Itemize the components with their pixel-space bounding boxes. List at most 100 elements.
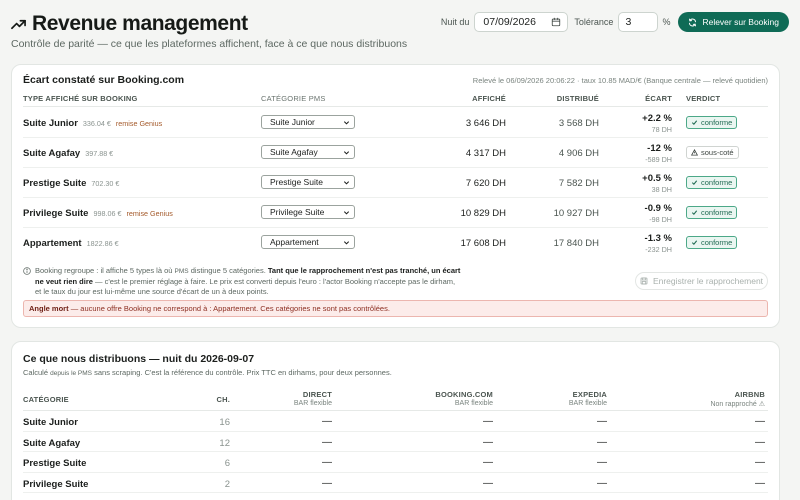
status-badge: conforme [686, 116, 738, 129]
check-icon [691, 210, 698, 216]
distributed-price: 17 840 DH [553, 238, 599, 249]
col-expedia-sub: BAR flexible [568, 400, 607, 407]
page-title: Revenue management [11, 12, 248, 36]
gap-percent: +0.5 % [642, 173, 672, 184]
gap-percent: -0.9 % [644, 203, 672, 214]
row-type: Prestige Suite [23, 178, 87, 189]
pms-category-value: Prestige Suite [270, 177, 323, 187]
pms-category-value: Suite Agafay [270, 147, 318, 157]
col-ecart: ÉCART [645, 94, 672, 103]
direct-price: — [322, 436, 332, 448]
save-matching-label: Enregistrer le rapprochement [652, 276, 764, 286]
pms-category-select[interactable]: Appartement [261, 235, 355, 249]
row-price-eur: 1822.86 € [86, 239, 119, 248]
expedia-price: — [597, 457, 607, 468]
gap-amount: 38 DH [651, 185, 672, 194]
note-text-c: — c'est le premier réglage à faire. Le p… [35, 277, 456, 296]
refresh-booking-button[interactable]: Relever sur Booking [678, 12, 789, 32]
pms-category-select[interactable]: Prestige Suite [261, 175, 355, 189]
col-categorie: CATÉGORIE [23, 395, 69, 404]
gap-percent: -12 % [647, 143, 672, 154]
info-icon [23, 267, 31, 275]
distribution-card-title: Ce que nous distribuons — nuit du 2026-0… [23, 353, 255, 365]
page-title-text: Revenue management [32, 12, 248, 35]
col-expedia: EXPEDIA [572, 390, 607, 399]
gap-percent: +2.2 % [642, 113, 672, 124]
verdict-label: sous-coté [701, 148, 734, 157]
verdict-label: conforme [701, 118, 733, 127]
status-badge: conforme [686, 206, 738, 219]
category-name: Suite Junior [23, 417, 78, 428]
refresh-booking-label: Relever sur Booking [702, 17, 779, 27]
airbnb-price: — [755, 436, 765, 448]
distributed-price: 10 927 DH [553, 208, 599, 219]
expedia-price: — [597, 416, 607, 427]
row-type: Privilege Suite [23, 208, 89, 219]
col-affiche: AFFICHÉ [472, 94, 506, 103]
note-text-a: Booking regroupe : il affiche 5 types là… [35, 266, 173, 275]
check-icon [691, 180, 698, 186]
col-verdict: VERDICT [686, 94, 721, 103]
save-matching-button[interactable]: Enregistrer le rapprochement [635, 272, 768, 290]
booking-card-meta: Relevé le 06/09/2026 20:06:22 · taux 10.… [472, 76, 768, 85]
tolerance-input[interactable] [618, 12, 659, 32]
table-row: Suite Agafay 397.88 € Suite Agafay 4 317 … [23, 138, 768, 168]
room-count: 16 [219, 417, 230, 428]
col-type: TYPE AFFICHÉ SUR BOOKING [23, 94, 138, 103]
subtitle-pms: depuis le PMS [50, 370, 93, 377]
col-booking: BOOKING.COM [435, 390, 493, 399]
calendar-icon[interactable] [551, 17, 561, 27]
pms-category-select[interactable]: Privilege Suite [261, 205, 355, 219]
genius-discount-tag: remise Genius [126, 209, 173, 218]
table-row: Suite Agafay 12 — — — — [23, 432, 768, 452]
status-badge: conforme [686, 176, 738, 189]
subtitle-a: Calculé [23, 368, 49, 377]
booking-price: — [483, 457, 493, 468]
room-count: 6 [224, 458, 230, 469]
status-badge: conforme [686, 236, 738, 249]
distribution-card: Ce que nous distribuons — nuit du 2026-0… [11, 341, 780, 500]
booking-card-title: Écart constaté sur Booking.com [23, 74, 185, 86]
chevron-down-icon [343, 150, 350, 155]
pms-category-select[interactable]: Suite Agafay [261, 145, 355, 159]
distributed-price: 4 906 DH [558, 148, 599, 159]
booking-price: — [483, 436, 493, 448]
note-text-b: distingue 5 catégories. [190, 266, 266, 275]
subtitle-b: sans scraping. C'est la référence du con… [94, 368, 392, 377]
pms-category-value: Privilege Suite [270, 207, 325, 217]
date-input[interactable]: 07/09/2026 [474, 12, 569, 32]
pms-category-value: Suite Junior [270, 117, 315, 127]
table-row: Privilege Suite 2 — — — — [23, 473, 768, 493]
room-count: 12 [219, 437, 230, 449]
direct-price: — [322, 457, 332, 468]
grouping-note: Booking regroupe : il affiche 5 types là… [23, 266, 463, 297]
airbnb-price: — [755, 416, 765, 427]
pms-category-select[interactable]: Suite Junior [261, 115, 355, 129]
note-bold: Tant que le rapprochement n'est pas tran… [35, 266, 461, 286]
col-direct-sub: BAR flexible [293, 400, 332, 407]
distributed-price: 3 568 DH [558, 118, 599, 129]
displayed-price: 3 646 DH [465, 118, 506, 129]
table-row: Prestige Suite 6 — — — — [23, 452, 768, 473]
verdict-label: conforme [701, 238, 733, 247]
page-header: Revenue management Contrôle de parité — … [11, 10, 789, 60]
row-type: Appartement [23, 238, 82, 249]
distributed-price: 7 582 DH [558, 178, 599, 189]
booking-price: — [483, 477, 493, 489]
night-label: Nuit du [440, 17, 470, 27]
row-price-eur: 998.06 € [93, 209, 122, 218]
chevron-down-icon [343, 120, 350, 125]
airbnb-price: — [755, 457, 765, 468]
expedia-price: — [597, 436, 607, 448]
status-badge: sous-coté [686, 146, 739, 159]
table-row: Prestige Suite 702.30 € Prestige Suite 7 … [23, 168, 768, 198]
col-booking-sub: BAR flexible [454, 400, 493, 407]
table-row: Suite Junior 336.04 € remise Genius Suite … [23, 108, 768, 138]
note-pms: PMS [174, 268, 189, 275]
col-direct: DIRECT [302, 390, 332, 399]
gap-percent: -1.3 % [644, 233, 672, 244]
expedia-price: — [597, 477, 607, 489]
distribution-table: CATÉGORIE CH. DIRECT BAR flexible BOOKIN… [23, 387, 768, 493]
row-type: Suite Junior [23, 118, 78, 129]
distribution-card-subtitle: Calculé depuis le PMS sans scraping. C'e… [23, 368, 392, 377]
